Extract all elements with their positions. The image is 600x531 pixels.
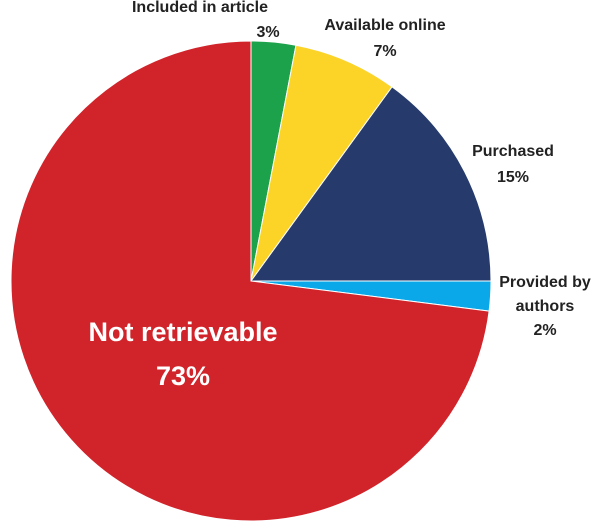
pie-slice bbox=[250, 86, 492, 282]
slice-label: Included in article bbox=[131, 0, 269, 16]
slice-label: Provided by authors bbox=[499, 274, 591, 315]
value-label: 2% bbox=[533, 322, 557, 339]
value-label: 15% bbox=[496, 169, 530, 186]
value-label: 3% bbox=[256, 24, 280, 41]
slice-label: Not retrievable bbox=[88, 317, 278, 347]
pie-slice bbox=[10, 40, 490, 522]
value-label: 7% bbox=[373, 43, 397, 60]
slice-label: Purchased bbox=[472, 143, 554, 160]
value-label: 73% bbox=[155, 361, 211, 391]
pie-slice bbox=[250, 44, 393, 282]
slice-label: Available online bbox=[324, 17, 446, 34]
